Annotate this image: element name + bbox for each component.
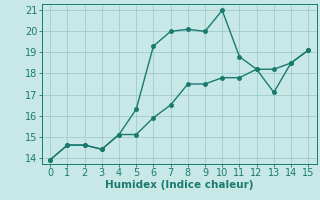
X-axis label: Humidex (Indice chaleur): Humidex (Indice chaleur) — [105, 180, 253, 190]
